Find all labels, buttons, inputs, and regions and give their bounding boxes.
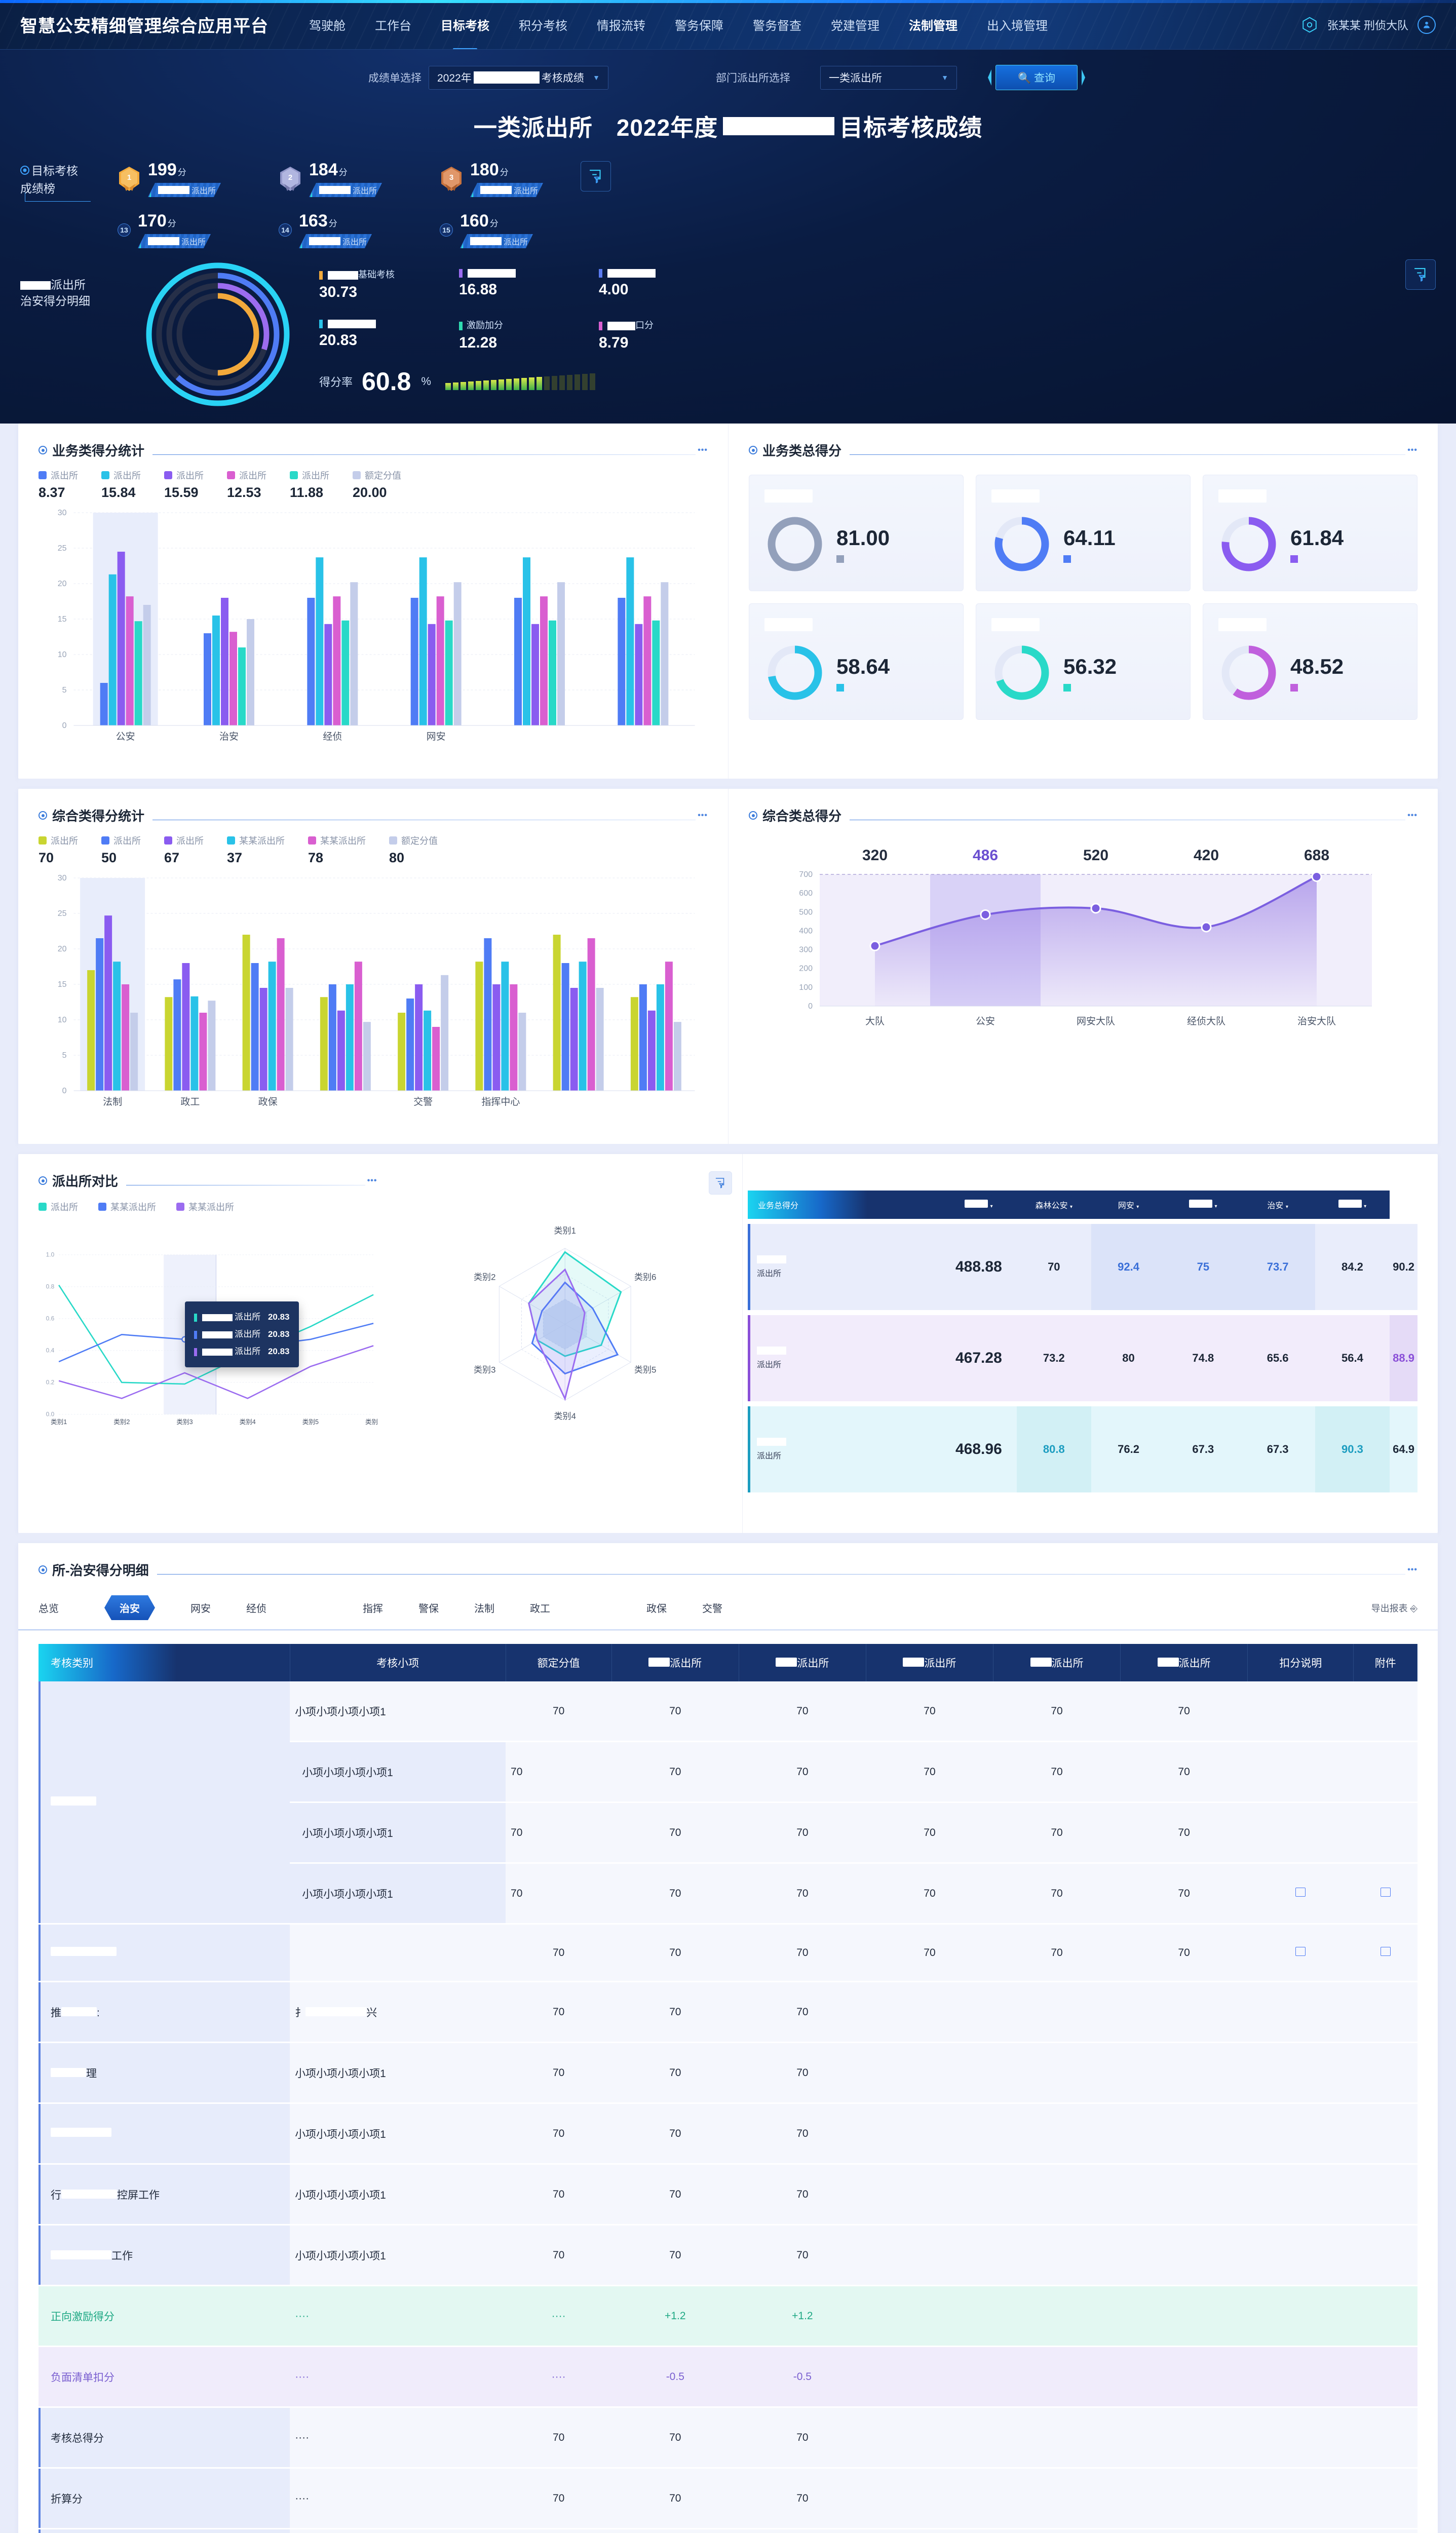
svg-text:类别6: 类别6 xyxy=(365,1418,377,1426)
svg-text:420: 420 xyxy=(1194,847,1219,864)
svg-text:0: 0 xyxy=(808,1002,813,1011)
svg-text:30: 30 xyxy=(58,509,67,517)
svg-text:大队: 大队 xyxy=(865,1016,885,1027)
svg-text:30: 30 xyxy=(58,874,67,882)
svg-text:15: 15 xyxy=(58,615,67,624)
svg-text:指挥中心: 指挥中心 xyxy=(481,1096,520,1107)
svg-text:20: 20 xyxy=(58,945,67,953)
svg-text:2: 2 xyxy=(288,173,292,182)
svg-text:交警: 交警 xyxy=(413,1096,433,1107)
svg-text:10: 10 xyxy=(58,1016,67,1024)
svg-text:600: 600 xyxy=(799,889,813,898)
svg-text:486: 486 xyxy=(973,847,998,864)
svg-text:治安大队: 治安大队 xyxy=(1297,1016,1336,1027)
svg-text:700: 700 xyxy=(799,870,813,879)
svg-text:类别6: 类别6 xyxy=(634,1273,656,1282)
svg-text:法制: 法制 xyxy=(103,1096,122,1107)
svg-text:网安: 网安 xyxy=(427,731,446,742)
svg-text:688: 688 xyxy=(1304,847,1329,864)
svg-text:25: 25 xyxy=(58,544,67,553)
svg-text:20: 20 xyxy=(58,580,67,588)
svg-text:政保: 政保 xyxy=(258,1096,278,1107)
svg-text:520: 520 xyxy=(1083,847,1108,864)
svg-text:300: 300 xyxy=(799,946,813,954)
svg-text:公安: 公安 xyxy=(116,731,135,742)
svg-text:500: 500 xyxy=(799,908,813,916)
svg-text:政工: 政工 xyxy=(180,1096,200,1107)
svg-text:治安: 治安 xyxy=(219,731,239,742)
svg-text:0: 0 xyxy=(62,1087,67,1095)
svg-text:类别2: 类别2 xyxy=(474,1273,495,1282)
svg-text:类别5: 类别5 xyxy=(302,1418,319,1426)
svg-text:网安大队: 网安大队 xyxy=(1077,1016,1115,1027)
svg-text:类别1: 类别1 xyxy=(554,1226,576,1236)
svg-text:5: 5 xyxy=(62,686,67,695)
svg-text:类别2: 类别2 xyxy=(113,1418,130,1426)
svg-text:0.6: 0.6 xyxy=(46,1315,55,1322)
svg-text:0.8: 0.8 xyxy=(46,1283,55,1290)
svg-text:类别1: 类别1 xyxy=(51,1418,67,1426)
svg-text:1.0: 1.0 xyxy=(46,1251,55,1258)
svg-text:0: 0 xyxy=(62,721,67,730)
svg-text:1: 1 xyxy=(127,173,131,182)
svg-text:0.0: 0.0 xyxy=(46,1411,55,1418)
svg-text:320: 320 xyxy=(862,847,888,864)
svg-text:类别3: 类别3 xyxy=(176,1418,193,1426)
svg-text:400: 400 xyxy=(799,927,813,935)
svg-text:15: 15 xyxy=(58,980,67,989)
svg-text:200: 200 xyxy=(799,965,813,973)
svg-text:经侦大队: 经侦大队 xyxy=(1187,1016,1225,1027)
svg-text:3: 3 xyxy=(449,173,453,182)
svg-text:0.4: 0.4 xyxy=(46,1347,55,1354)
svg-text:经侦: 经侦 xyxy=(323,731,342,742)
svg-text:类别5: 类别5 xyxy=(634,1365,656,1375)
svg-text:100: 100 xyxy=(799,983,813,992)
svg-text:0.2: 0.2 xyxy=(46,1379,55,1386)
svg-text:10: 10 xyxy=(58,650,67,659)
svg-text:类别3: 类别3 xyxy=(474,1365,495,1375)
svg-text:类别4: 类别4 xyxy=(554,1411,576,1421)
svg-text:25: 25 xyxy=(58,909,67,918)
svg-text:5: 5 xyxy=(62,1051,67,1060)
svg-text:公安: 公安 xyxy=(976,1016,995,1027)
svg-text:类别4: 类别4 xyxy=(240,1418,256,1426)
